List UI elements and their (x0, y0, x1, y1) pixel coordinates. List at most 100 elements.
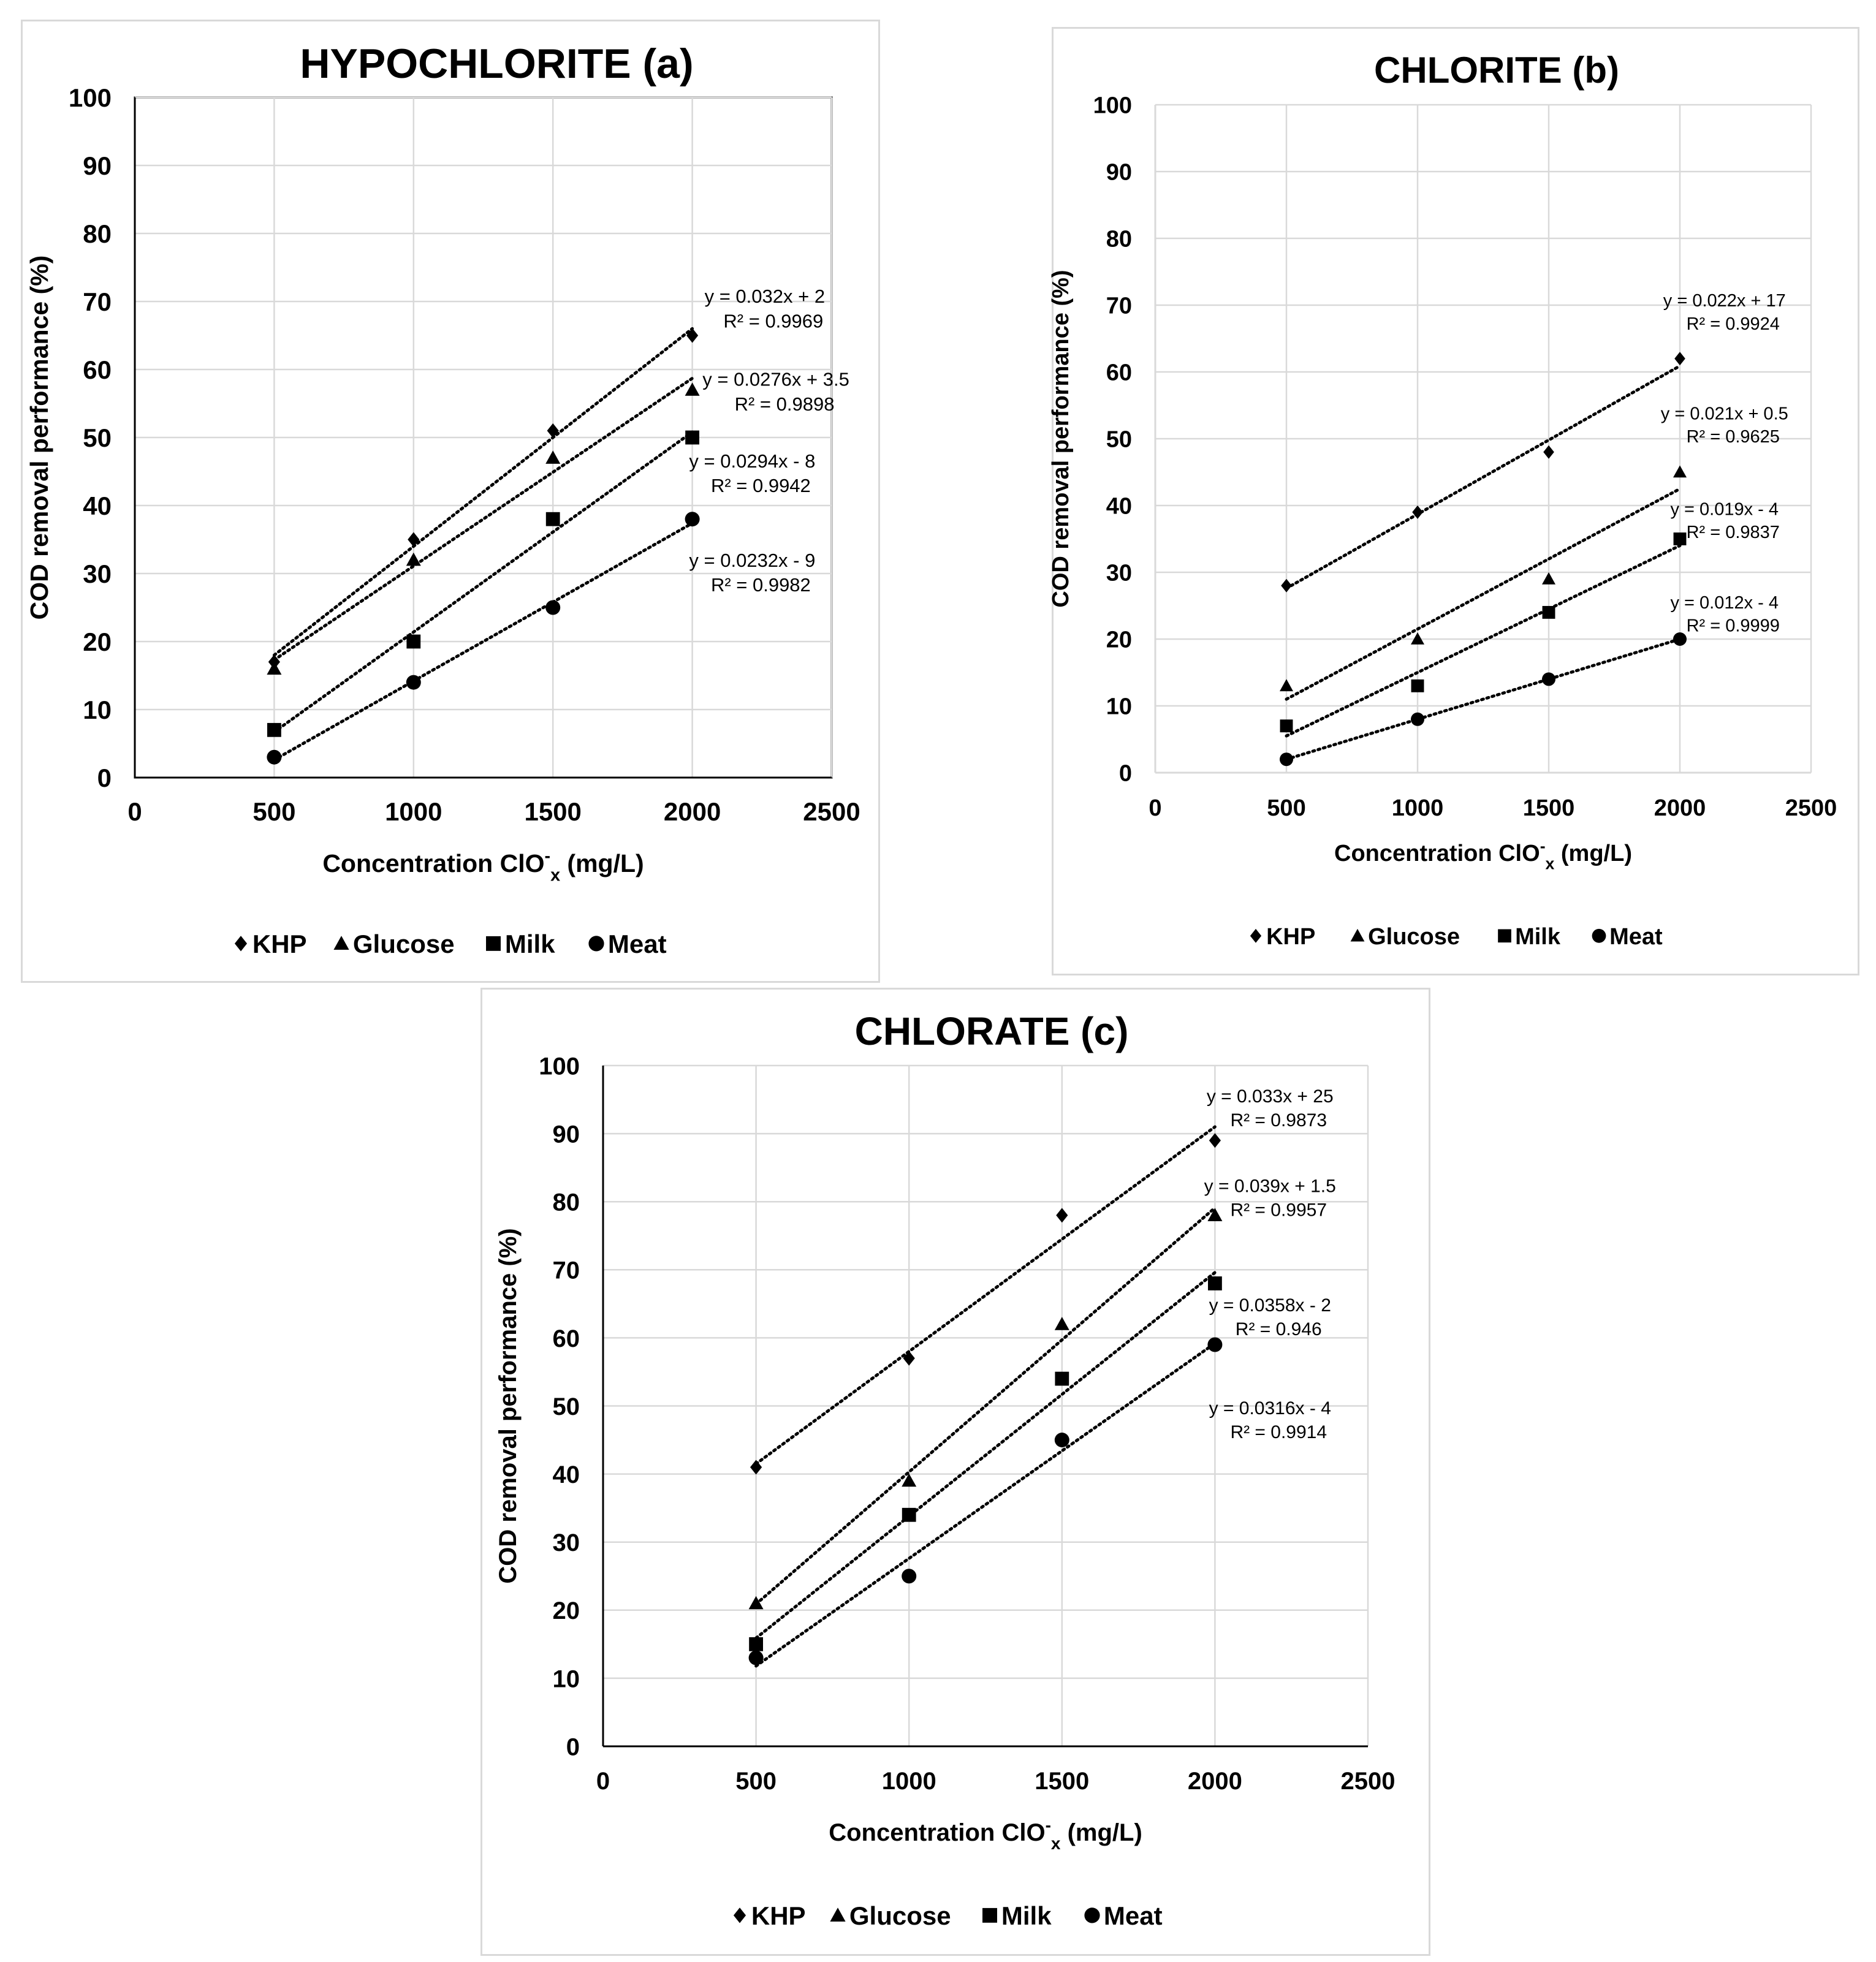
chart-panel-hypochlorite: HYPOCHLORITE (a) 0 10 20 30 40 50 60 70 80 90 100 0 5… (21, 20, 880, 983)
data-point-milk-2000 (1208, 1276, 1222, 1290)
trendline-equation-meat: y = 0.0232x - 9 (689, 550, 815, 571)
legend-label-meat: Meat (1104, 1901, 1163, 1930)
legend-label-milk: Milk (1515, 924, 1561, 950)
legend-label-glucose: Glucose (849, 1901, 951, 1930)
data-point-glucose-1000 (902, 1473, 917, 1487)
data-point-glucose-2000 (685, 382, 700, 396)
y-tick-label-100: 100 (1093, 93, 1132, 119)
chart-title: HYPOCHLORITE (a) (300, 40, 693, 87)
y-tick-label-10: 10 (1106, 694, 1132, 720)
data-point-glucose-1500 (1542, 572, 1555, 585)
data-point-khp-1500 (1056, 1208, 1068, 1223)
legend-label-khp: KHP (751, 1901, 806, 1930)
trendline-milk (1285, 544, 1682, 738)
data-point-meat-2000 (1207, 1337, 1223, 1352)
trendline-r2-glucose: R² = 0.9625 (1687, 427, 1780, 447)
data-point-khp-500 (1281, 578, 1292, 593)
data-point-meat-1000 (902, 1569, 917, 1584)
data-point-milk-1500 (1055, 1371, 1069, 1386)
x-axis-title-main: Concentration ClO (1334, 841, 1540, 866)
trendline-r2-milk: R² = 0.946 (1236, 1319, 1322, 1339)
data-point-glucose-1500 (1054, 1317, 1069, 1330)
y-tick-label-60: 60 (83, 355, 112, 384)
trendline-r2-milk: R² = 0.9837 (1687, 523, 1780, 542)
chart-panel-chlorate: CHLORATE (c) 0 10 20 30 40 50 60 70 80 90 100 0 500 10… (480, 988, 1430, 1956)
x-tick-label-2500: 2500 (1785, 795, 1837, 821)
trendline-equation-milk: y = 0.019x - 4 (1670, 499, 1779, 519)
x-tick-label-1500: 1500 (1035, 1768, 1089, 1795)
data-point-meat-1000 (406, 675, 421, 690)
y-tick-label-30: 30 (1106, 561, 1132, 586)
series-glucose: y = 0.0276x + 3.5 R² = 0.9898 (267, 369, 849, 675)
series-khp: y = 0.032x + 2 R² = 0.9969 (268, 286, 825, 670)
trendline-khp (272, 327, 694, 657)
x-tick-label-2000: 2000 (1188, 1768, 1242, 1795)
trendline-r2-khp: R² = 0.9873 (1230, 1110, 1327, 1131)
y-tick-label-40: 40 (553, 1461, 580, 1488)
series-glucose: y = 0.021x + 0.5 R² = 0.9625 (1280, 404, 1788, 701)
data-point-khp-1000 (1412, 505, 1423, 519)
series-milk: y = 0.019x - 4 R² = 0.9837 (1280, 499, 1780, 738)
trendline-equation-khp: y = 0.033x + 25 (1207, 1086, 1334, 1107)
legend-marker-khp (234, 936, 248, 952)
data-point-khp-1000 (903, 1350, 915, 1366)
x-tick-label-1000: 1000 (385, 797, 442, 826)
x-tick-label-2500: 2500 (1341, 1768, 1396, 1795)
trendline-equation-khp: y = 0.032x + 2 (705, 286, 825, 307)
y-tick-label-30: 30 (83, 559, 112, 588)
y-tick-label-80: 80 (553, 1189, 580, 1216)
y-tick-label-50: 50 (553, 1393, 580, 1420)
data-point-meat-2000 (685, 512, 700, 527)
x-tick-label-500: 500 (735, 1768, 777, 1795)
data-point-milk-1000 (902, 1507, 916, 1522)
data-point-glucose-500 (267, 661, 282, 675)
x-tick-label-2000: 2000 (664, 797, 721, 826)
data-point-milk-2000 (1673, 532, 1687, 545)
trendline-r2-glucose: R² = 0.9957 (1230, 1200, 1327, 1221)
x-axis-title-sub: x (1546, 854, 1555, 873)
x-axis-title-main: Concentration ClO (829, 1819, 1045, 1846)
x-tick-label-1500: 1500 (524, 797, 581, 826)
chart-title: CHLORATE (c) (855, 1009, 1129, 1053)
trendline-milk (272, 430, 694, 734)
series-khp: y = 0.022x + 17 R² = 0.9924 (1281, 291, 1786, 593)
x-axis-title-sup: - (545, 847, 551, 866)
data-point-meat-500 (267, 749, 282, 765)
trendline-equation-khp: y = 0.022x + 17 (1663, 291, 1786, 311)
series-milk: y = 0.0358x - 2 R² = 0.946 (749, 1271, 1331, 1651)
y-tick-label-70: 70 (83, 287, 112, 316)
x-axis-title: Concentration ClO-x (mg/L) (322, 847, 644, 885)
y-tick-label-100: 100 (539, 1053, 580, 1080)
x-axis-title-sub: x (1051, 1834, 1061, 1853)
trendline-milk (754, 1271, 1217, 1640)
legend-marker-milk (1498, 929, 1511, 943)
x-axis-title-sup: - (1540, 837, 1546, 855)
legend-label-milk: Milk (505, 930, 555, 958)
trendline-r2-khp: R² = 0.9969 (723, 311, 823, 332)
x-tick-label-2000: 2000 (1654, 795, 1706, 821)
y-tick-label-40: 40 (83, 491, 112, 520)
series-khp: y = 0.033x + 25 R² = 0.9873 (750, 1086, 1334, 1475)
x-tick-label-2500: 2500 (803, 797, 860, 826)
trendline-glucose (1285, 487, 1682, 701)
y-tick-label-20: 20 (553, 1597, 580, 1624)
y-tick-label-90: 90 (83, 151, 112, 180)
trendline-khp (1285, 364, 1682, 590)
legend-label-meat: Meat (608, 930, 667, 958)
trendline-glucose (272, 376, 694, 662)
data-point-milk-500 (749, 1637, 763, 1651)
series-meat: y = 0.0316x - 4 R² = 0.9914 (748, 1337, 1331, 1668)
trendline-r2-meat: R² = 0.9982 (711, 574, 811, 596)
trendline-equation-glucose: y = 0.0276x + 3.5 (702, 369, 849, 390)
trendline-equation-milk: y = 0.0358x - 2 (1209, 1295, 1331, 1316)
legend: KHP Glucose Milk Meat (234, 930, 667, 958)
legend-marker-meat (1592, 928, 1606, 943)
y-tick-label-90: 90 (1106, 160, 1132, 186)
y-tick-label-70: 70 (553, 1257, 580, 1284)
legend-marker-glucose (333, 936, 349, 950)
data-point-khp-2000 (1209, 1133, 1221, 1148)
data-point-meat-1500 (1542, 672, 1555, 686)
data-point-milk-500 (1280, 719, 1293, 733)
